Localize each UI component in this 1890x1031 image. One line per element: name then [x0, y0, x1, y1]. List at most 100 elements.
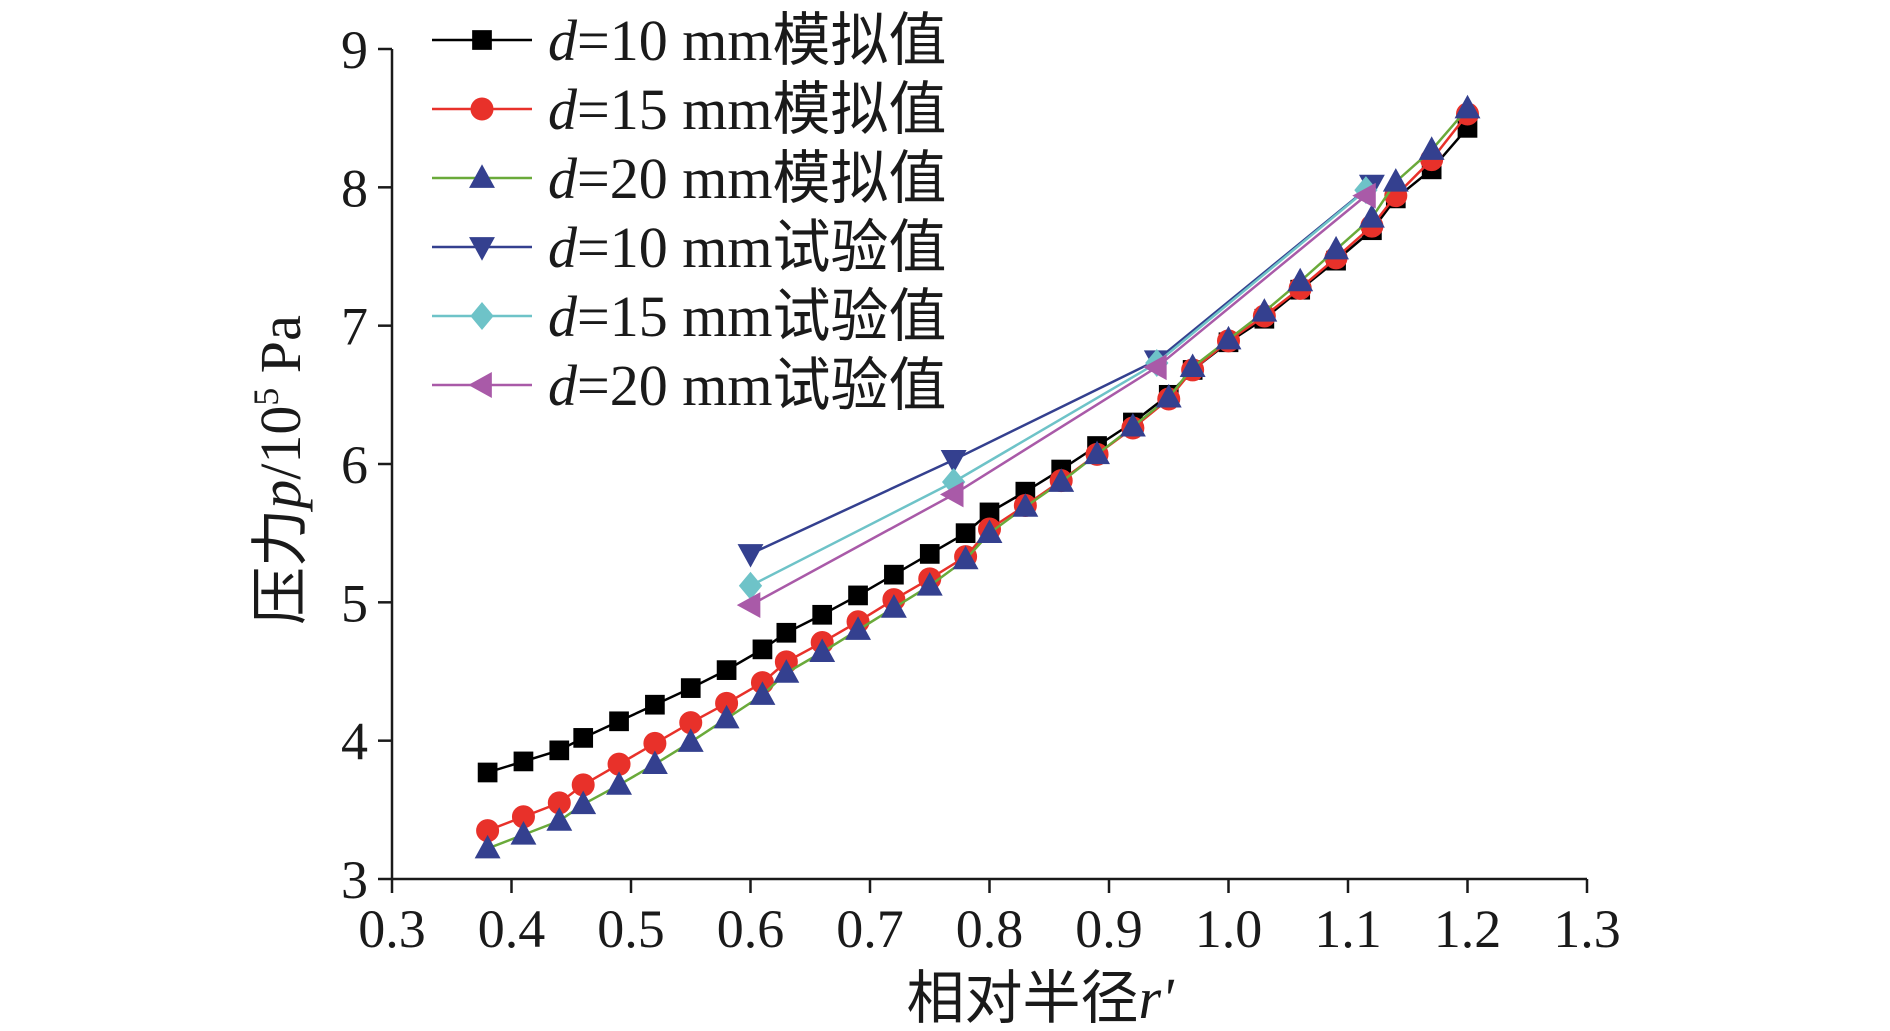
series-1-point: [645, 694, 665, 715]
series-layer: [474, 94, 1481, 859]
legend-label-var: d: [548, 8, 578, 73]
series-1-point: [919, 544, 940, 564]
series-1-point: [477, 762, 498, 783]
series-3-point: [976, 519, 1003, 544]
series-3-point: [1287, 267, 1314, 292]
x-tick-label: 0.8: [956, 899, 1024, 959]
series-3-point: [880, 594, 907, 618]
legend-label: d=20 mm模拟值: [548, 146, 946, 211]
legend-label-rest: =10 mm模拟值: [577, 8, 946, 73]
legend-label: d=15 mm模拟值: [548, 77, 946, 142]
x-tick-label: 1.2: [1434, 899, 1502, 959]
series-1-point: [884, 564, 904, 585]
series-4-point: [737, 544, 764, 568]
series-1-point: [513, 751, 534, 772]
series-4-line: [749, 183, 1373, 556]
legend-label-rest: =20 mm模拟值: [577, 146, 946, 211]
series-3-point: [510, 821, 537, 845]
legend-label-var: d: [548, 353, 578, 418]
series-3-point: [749, 681, 776, 705]
series-3-point: [474, 834, 501, 859]
series-3-point: [1418, 136, 1445, 160]
x-axis-title-var: r': [1139, 966, 1176, 1031]
x-axis-title-prefix: 相对半径: [907, 966, 1139, 1031]
series-3-point: [677, 728, 704, 752]
x-tick-label: 0.9: [1075, 899, 1143, 959]
series-1-point: [549, 740, 570, 761]
series-3-point: [1012, 493, 1039, 517]
legend-swatch-marker: [469, 164, 495, 188]
y-ticks: 3 4 5 6 7 8 9: [341, 20, 392, 910]
legend-label: d=15 mm试验值: [548, 284, 946, 349]
series-3-point: [952, 545, 979, 570]
series-3-point: [1048, 468, 1075, 492]
x-tick-label: 0.5: [597, 899, 665, 959]
x-ticks: 0.3 0.4 0.5 0.6 0.7 0.8 0.9 1.0 1.1 1.2 1.3: [358, 879, 1621, 959]
series-1-point: [955, 523, 976, 544]
series-3: [474, 94, 1481, 859]
y-axis-title: 压力p/105 Pa: [246, 315, 313, 625]
legend-label: d=20 mm试验值: [548, 353, 946, 418]
y-tick-label: 8: [341, 158, 368, 218]
legend-swatch-marker: [469, 237, 495, 261]
legend-swatch-marker: [468, 372, 492, 398]
legend-label-var: d: [548, 146, 578, 211]
series-5-line: [749, 189, 1367, 587]
series-1-point: [776, 622, 797, 643]
legend-label-var: d: [548, 215, 578, 280]
legend-label-rest: =20 mm试验值: [577, 353, 946, 418]
series-4-point: [940, 450, 967, 474]
series-3-point: [1119, 412, 1146, 437]
series-1-point: [680, 678, 701, 698]
y-axis-title-unit-exp: 5: [246, 388, 286, 406]
series-1-point: [812, 604, 833, 625]
series-1-point: [752, 639, 773, 660]
y-tick-label: 5: [341, 573, 368, 633]
y-tick-label: 7: [341, 297, 368, 357]
series-6-point: [736, 592, 761, 619]
y-tick-label: 4: [341, 712, 368, 772]
series-1-point: [573, 728, 594, 748]
series-6-line: [749, 194, 1367, 607]
legend-swatch-marker: [470, 97, 494, 121]
series-6-point: [939, 481, 964, 508]
legend-label: d=10 mm试验值: [548, 215, 946, 280]
y-axis-title-unit-base: /10: [248, 406, 313, 480]
y-tick-label: 3: [341, 850, 368, 910]
series-3-point: [809, 638, 836, 662]
y-axis-title-unit-suffix: Pa: [248, 315, 313, 388]
series-3-point: [1155, 383, 1182, 408]
series-3-point: [1179, 353, 1206, 378]
series-6: [736, 182, 1376, 619]
series-3-point: [546, 807, 573, 831]
series-1-point: [609, 711, 629, 732]
series-3-point: [773, 659, 800, 683]
y-tick-label: 6: [341, 435, 368, 495]
legend-label-rest: =10 mm试验值: [577, 215, 946, 280]
series-1-point: [848, 585, 868, 606]
series-3-point: [641, 750, 668, 775]
x-tick-label: 0.6: [717, 899, 785, 959]
legend-entry-3: d=20 mm模拟值: [432, 146, 946, 211]
x-tick-label: 0.4: [478, 899, 546, 959]
y-axis-title-prefix: 压力: [248, 509, 313, 625]
x-tick-label: 1.3: [1553, 899, 1621, 959]
legend-label: d=10 mm模拟值: [548, 8, 946, 73]
series-1-point: [716, 660, 737, 680]
series-3-point: [1382, 168, 1409, 192]
series-3-point: [916, 572, 943, 596]
series-3-point: [1084, 440, 1110, 465]
legend-swatch-marker: [470, 302, 494, 330]
series-3-point: [1251, 298, 1278, 322]
legend-entry-6: d=20 mm试验值: [432, 353, 946, 418]
series-3-point: [1358, 204, 1385, 228]
legend-entry-2: d=15 mm模拟值: [432, 77, 946, 142]
y-axis-title-var: p: [248, 480, 313, 513]
legend-label-var: d: [548, 284, 578, 349]
legend-entry-1: d=10 mm模拟值: [432, 8, 946, 73]
y-tick-label: 9: [341, 20, 368, 80]
legend-label-rest: =15 mm试验值: [577, 284, 946, 349]
legend-entry-5: d=15 mm试验值: [432, 284, 946, 349]
series-3-point: [845, 616, 871, 640]
